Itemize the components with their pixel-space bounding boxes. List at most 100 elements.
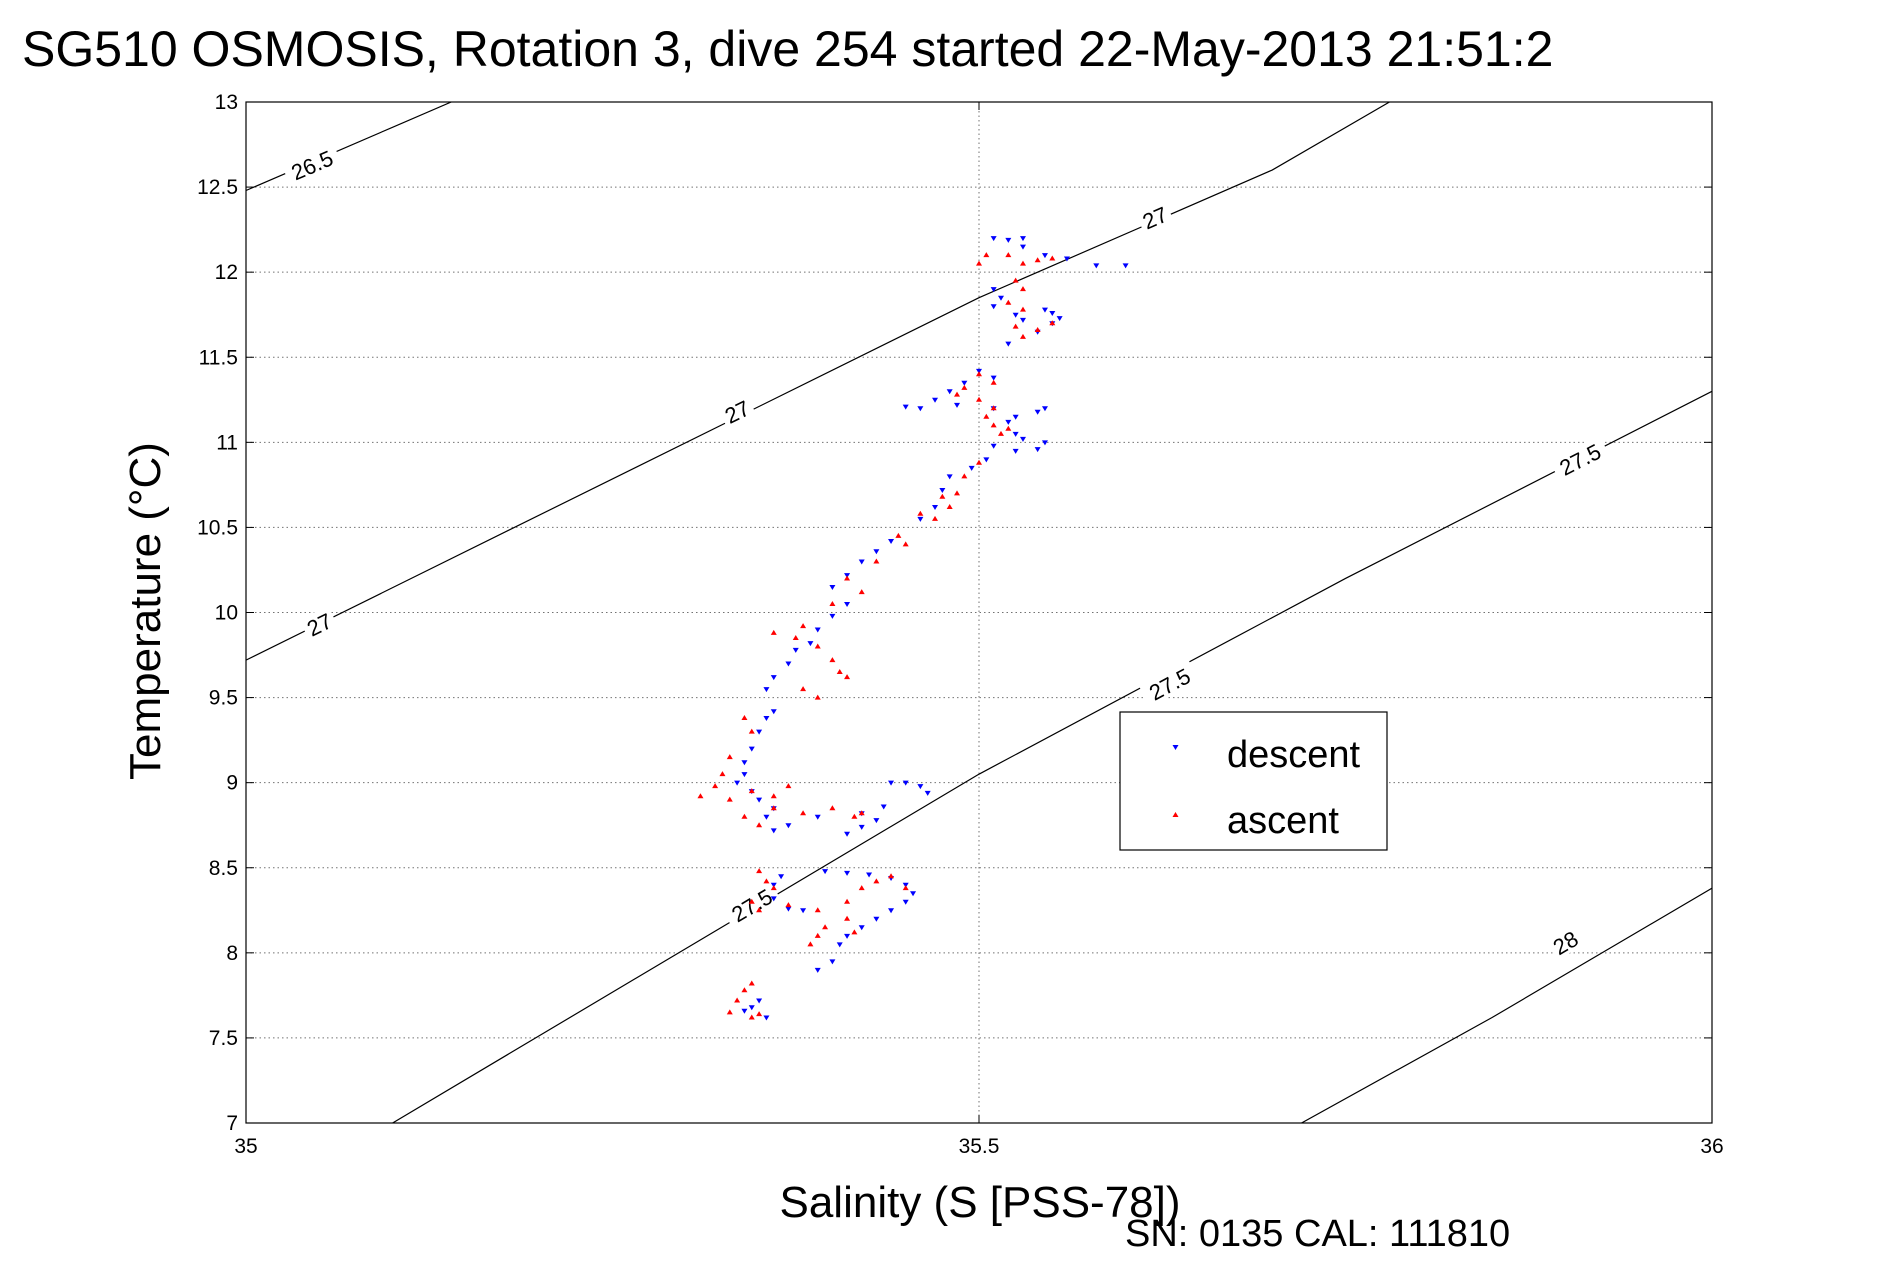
- legend: descent ascent: [1119, 711, 1388, 851]
- descent-point: [822, 869, 829, 875]
- descent-point: [756, 797, 763, 803]
- ascent-point: [990, 379, 997, 385]
- descent-point: [829, 584, 836, 590]
- descent-point: [902, 899, 909, 905]
- descent-point: [1019, 244, 1026, 250]
- ascent-point: [829, 805, 836, 811]
- descent-point: [814, 627, 821, 633]
- ascent-point: [895, 532, 902, 538]
- ascent-point: [814, 932, 821, 938]
- ascent-point: [1019, 260, 1026, 266]
- descent-point: [924, 790, 931, 796]
- descent-point: [1019, 436, 1026, 442]
- descent-point: [1122, 263, 1129, 269]
- descent-point: [990, 375, 997, 381]
- descent-point: [1034, 409, 1041, 415]
- ascent-point: [800, 623, 807, 629]
- ascent-point: [814, 643, 821, 649]
- legend-descent-label: descent: [1227, 734, 1361, 776]
- descent-point: [756, 729, 763, 735]
- ascent-point: [726, 1009, 733, 1015]
- ascent-point: [976, 396, 982, 402]
- ascent-point: [858, 810, 865, 816]
- ascent-point: [976, 260, 982, 266]
- ascent-point: [858, 589, 865, 595]
- descent-point: [917, 784, 924, 790]
- descent-point: [814, 814, 821, 820]
- ascent-point: [800, 686, 807, 692]
- descent-point: [807, 641, 814, 647]
- ascent-point: [844, 898, 851, 904]
- ascent-point: [814, 907, 821, 913]
- descent-point: [932, 397, 939, 403]
- ascent-point: [763, 878, 770, 884]
- descent-point: [946, 389, 953, 395]
- contour-label-group: 27: [1135, 199, 1174, 235]
- ascent-point: [756, 868, 763, 874]
- ascent-point: [851, 929, 858, 935]
- descent-point: [785, 906, 792, 912]
- ascent-point: [983, 413, 990, 419]
- ascent-point: [997, 430, 1004, 436]
- contour-line-27: [246, 102, 1390, 661]
- descent-point: [763, 716, 770, 722]
- y-tick-label: 7: [226, 1112, 238, 1135]
- ascent-point: [756, 1011, 763, 1017]
- y-tick-label: 13: [215, 91, 238, 114]
- descent-point: [990, 304, 997, 310]
- ascent-point: [748, 788, 755, 794]
- descent-point: [990, 443, 997, 449]
- y-tick-label: 10.5: [197, 516, 238, 539]
- ascent-point: [1005, 425, 1012, 431]
- serial-calibration-footer: SN: 0135 CAL: 111810: [1125, 1213, 1510, 1255]
- ascent-point: [976, 459, 982, 465]
- ascent-point: [756, 907, 763, 913]
- ascent-point: [873, 558, 880, 564]
- contour-line-28: [1301, 887, 1712, 1123]
- descent-point: [748, 746, 755, 752]
- contour-line-26.5: [246, 102, 452, 192]
- y-tick-label: 7.5: [209, 1027, 238, 1050]
- ascent-point: [844, 915, 851, 921]
- ascent-point: [1012, 277, 1019, 283]
- ascent-point: [829, 657, 836, 663]
- ascent-point: [726, 754, 733, 760]
- descent-point: [741, 772, 748, 778]
- ascent-point: [712, 783, 719, 789]
- y-tick-label: 12: [215, 261, 238, 284]
- descent-point: [763, 1015, 770, 1021]
- ascent-point: [748, 898, 755, 904]
- descent-point: [1005, 341, 1012, 347]
- descent-point: [1012, 414, 1019, 420]
- ascent-point: [697, 793, 704, 799]
- ascent-point: [814, 694, 821, 700]
- ascent-point: [1005, 299, 1012, 305]
- descent-point: [748, 1005, 755, 1011]
- ascent-point: [1019, 333, 1026, 339]
- descent-point: [778, 874, 785, 880]
- descent-point: [983, 457, 990, 463]
- ascent-point: [990, 405, 997, 411]
- descent-point: [814, 967, 821, 973]
- x-tick-label: 35: [234, 1135, 257, 1158]
- descent-point: [785, 823, 792, 829]
- ascent-point: [734, 997, 741, 1003]
- y-tick-label: 9.5: [209, 687, 238, 710]
- descent-point: [800, 908, 807, 914]
- y-tick-label: 12.5: [197, 176, 238, 199]
- descent-point: [1019, 317, 1026, 323]
- ascent-point: [726, 796, 733, 802]
- descent-point: [961, 380, 968, 386]
- ascent-point: [792, 635, 799, 641]
- contour-label-bg: [281, 141, 343, 187]
- ascent-point: [741, 987, 748, 993]
- descent-point: [756, 998, 763, 1004]
- ascent-point: [902, 885, 909, 891]
- descent-point: [858, 824, 865, 830]
- ascent-point: [954, 391, 961, 397]
- descent-point: [1041, 406, 1048, 412]
- descent-point: [990, 287, 997, 293]
- descent-point: [770, 896, 777, 902]
